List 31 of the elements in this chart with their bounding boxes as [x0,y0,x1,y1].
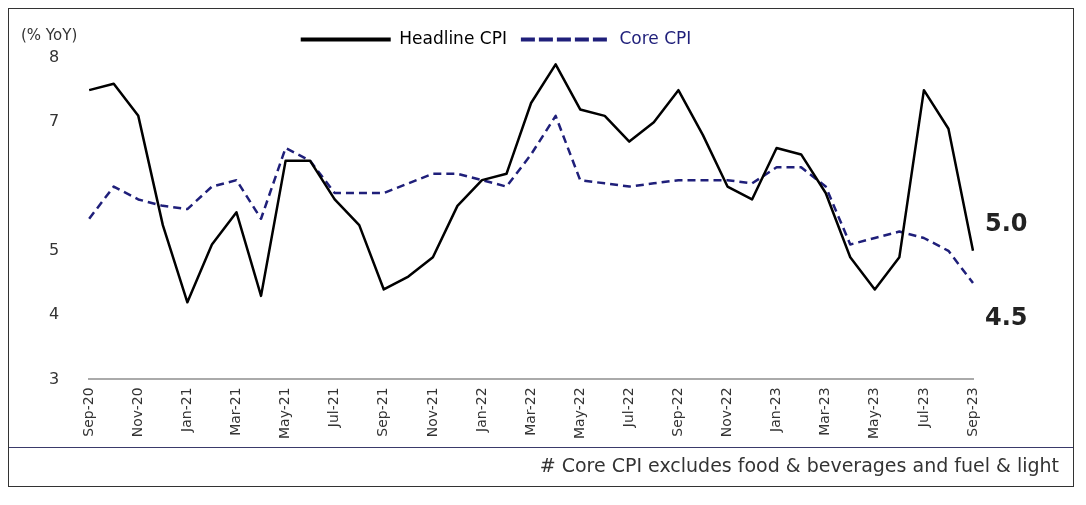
x-tick-label: Mar-21 [227,387,244,436]
line-series [87,114,975,285]
x-tick-label: May-23 [865,387,882,440]
x-tick-label: May-22 [570,387,587,440]
text: Core CPI [619,27,692,48]
x-tick-label: Sep-20 [79,387,96,437]
x-tick-label: Mar-22 [521,387,538,436]
x-tick-label: May-21 [276,387,293,440]
y-tick-label: 3 [48,368,60,388]
x-tick-label: Sep-23 [963,387,980,437]
x-tick-label: Sep-22 [669,387,686,437]
x-tick-label: Nov-21 [423,387,440,438]
x-tick-label: Jan-21 [178,387,195,433]
x-tick-label: Jul-22 [619,387,636,429]
x-tick-label: Jul-23 [914,387,931,429]
y-tick-label: 8 [48,47,60,67]
y-tick-label: 5 [48,240,60,260]
x-tick-label: Sep-21 [374,387,391,437]
x-tick-label: Jul-21 [325,387,342,429]
text: # Core CPI excludes food & beverages and fuel & light [538,453,1060,478]
y-axis-title: (% YoY) [21,25,78,44]
text: Headline CPI [399,27,507,48]
data-label: 5.0 [985,209,1028,238]
y-tick-label: 4 [48,304,60,324]
x-tick-label: Nov-20 [128,387,145,438]
x-tick-label: Nov-22 [718,387,735,438]
x-tick-label: Jan-22 [472,387,489,433]
x-tick-label: Mar-23 [816,387,833,436]
data-label: 4.5 [985,303,1028,332]
x-tick-label: Jan-23 [767,387,784,433]
y-tick-label: 7 [48,111,60,131]
